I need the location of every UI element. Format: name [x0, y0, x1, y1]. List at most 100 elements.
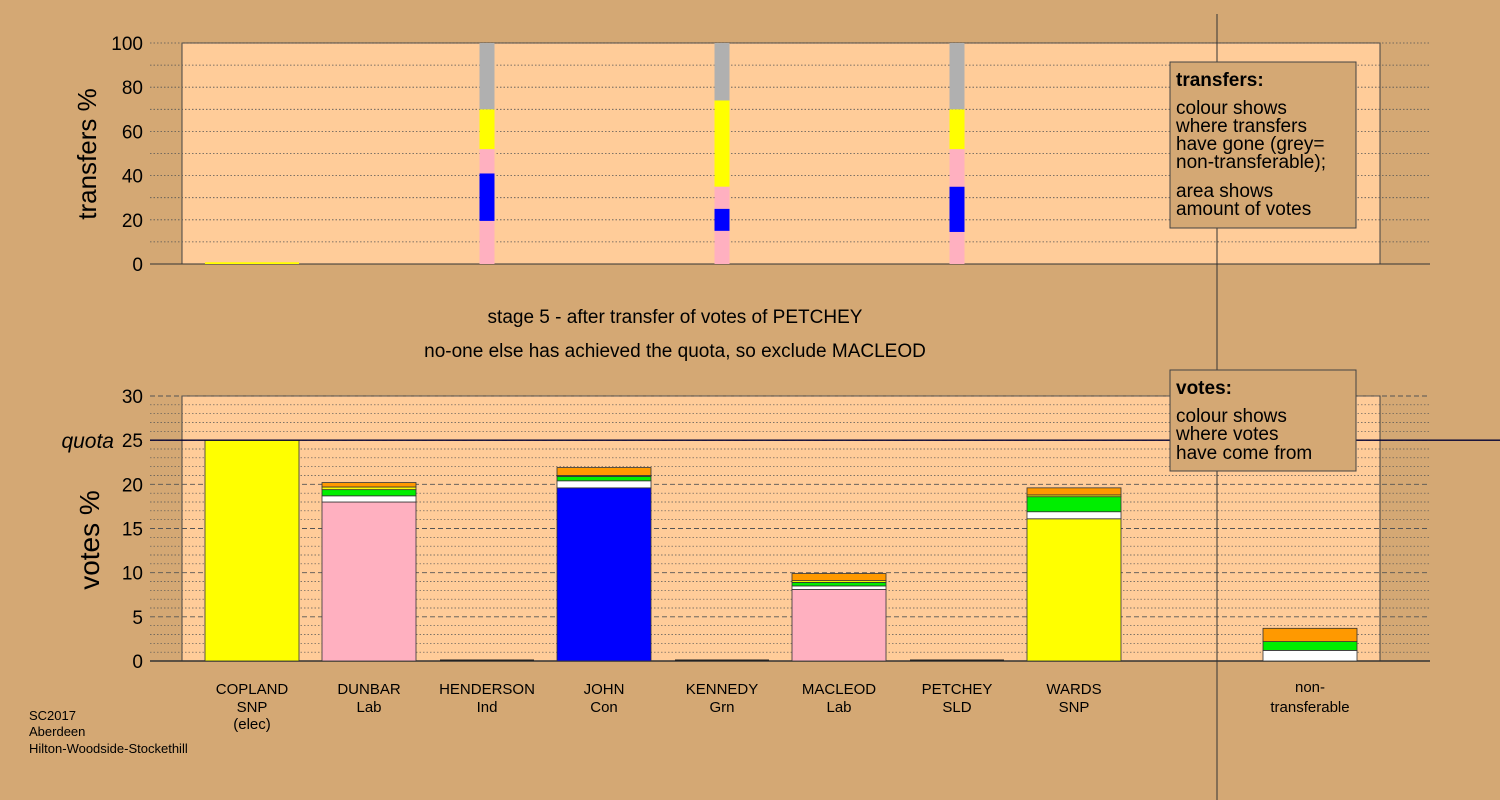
- vote-segment: [791, 573, 887, 582]
- candidate-note: (elec): [233, 716, 271, 733]
- transfers-tick-label: 0: [132, 255, 143, 276]
- vote-segment: [321, 501, 417, 662]
- transfers-legend-line: area shows: [1176, 181, 1273, 202]
- transfer-segment: [479, 149, 495, 174]
- quota-label: quota: [61, 430, 114, 453]
- candidate-party: Con: [590, 699, 618, 716]
- vote-segment: [791, 581, 887, 587]
- transfer-segment: [714, 230, 730, 264]
- candidate-labels: COPLAND SNP (elec) DUNBAR Lab HENDERSON …: [216, 679, 1350, 733]
- vote-bar-empty: [440, 659, 534, 661]
- vote-segment: [1026, 496, 1122, 513]
- transfer-segment: [949, 231, 965, 264]
- votes-y-axis-label: votes %: [74, 490, 105, 590]
- transfers-legend-line: have gone (grey=: [1176, 134, 1324, 155]
- candidate-name: DUNBAR: [337, 681, 401, 698]
- votes-legend-line: have come from: [1176, 443, 1312, 464]
- vote-segment: [1262, 650, 1358, 662]
- votes-tick-label: 30: [122, 387, 143, 408]
- votes-tick-label: 25: [122, 431, 143, 452]
- stage-title: stage 5 - after transfer of votes of PET…: [488, 307, 863, 328]
- transfer-segment: [479, 109, 495, 150]
- votes-y-ticks: 0 5 10 15 20 25 30: [122, 387, 143, 673]
- votes-legend-box: [1169, 369, 1357, 472]
- transfers-legend-line: where transfers: [1175, 116, 1307, 137]
- transfers-tick-label: 80: [122, 78, 143, 99]
- footer-line: Aberdeen: [29, 724, 85, 739]
- transfers-legend-line: colour shows: [1176, 98, 1287, 119]
- candidate-party: SNP: [1059, 699, 1090, 716]
- candidate-name: PETCHEY: [922, 681, 993, 698]
- transfers-legend-box: [1169, 61, 1357, 229]
- votes-tick-label: 15: [122, 520, 143, 541]
- votes-legend-line: where votes: [1175, 424, 1278, 445]
- candidate-party: Lab: [826, 699, 851, 716]
- candidate-name: HENDERSON: [439, 681, 535, 698]
- transfer-segment: [949, 186, 965, 232]
- transfer-segment: [479, 220, 495, 264]
- votes-tick-label: 5: [132, 608, 143, 629]
- transfers-y-axis-label: transfers %: [72, 88, 102, 220]
- vote-segment: [791, 585, 887, 590]
- votes-legend: votes: colour shows where votes have com…: [1169, 369, 1357, 472]
- transfer-segment: [949, 109, 965, 150]
- vote-segment: [556, 467, 652, 476]
- votes-tick-label: 10: [122, 564, 143, 585]
- transfers-bars: [205, 43, 965, 264]
- footer-line: Hilton-Woodside-Stockethill: [29, 741, 188, 756]
- candidate-name: WARDS: [1046, 681, 1101, 698]
- vote-segment: [1262, 627, 1358, 642]
- transfer-segment: [949, 43, 965, 110]
- vote-bar-empty: [910, 659, 1004, 661]
- transfers-y-ticks: 0 20 40 60 80 100: [111, 34, 143, 276]
- votes-tick-label: 0: [132, 652, 143, 673]
- transfers-legend: transfers: colour shows where transfers …: [1169, 61, 1357, 229]
- candidate-party: Grn: [709, 699, 734, 716]
- vote-segment: [204, 439, 300, 662]
- vote-segment: [321, 495, 417, 503]
- vote-segment: [556, 487, 652, 662]
- transfer-segment: [949, 149, 965, 187]
- votes-tick-label: 20: [122, 475, 143, 496]
- transfer-segment: [479, 43, 495, 110]
- transfer-segment: [714, 208, 730, 231]
- nontransferable-label: non-: [1295, 679, 1325, 696]
- vote-segment: [791, 589, 887, 662]
- vote-segment: [321, 489, 417, 497]
- vote-segment: [1026, 511, 1122, 520]
- transfer-segment: [479, 173, 495, 221]
- votes-legend-line: colour shows: [1176, 406, 1287, 427]
- vote-bar-empty: [675, 659, 769, 661]
- candidate-party: Lab: [356, 699, 381, 716]
- transfers-tick-label: 20: [122, 211, 143, 232]
- transfers-tick-label: 40: [122, 167, 143, 188]
- transfers-legend-title: transfers:: [1176, 70, 1264, 91]
- transfers-tick-label: 60: [122, 122, 143, 143]
- candidate-party: SLD: [942, 699, 971, 716]
- candidate-name: KENNEDY: [686, 681, 759, 698]
- footer-line: SC2017: [29, 708, 76, 723]
- candidate-name: JOHN: [584, 681, 625, 698]
- vote-segment: [1026, 487, 1122, 496]
- transfers-legend-line: non-transferable);: [1176, 152, 1326, 173]
- transfer-segment: [714, 100, 730, 187]
- votes-bars: [204, 439, 1358, 662]
- transfer-segment: [205, 262, 299, 264]
- candidate-party: SNP: [237, 699, 268, 716]
- transfer-segment: [714, 43, 730, 101]
- candidate-party: Ind: [477, 699, 498, 716]
- transfer-segment: [714, 186, 730, 209]
- transfers-tick-label: 100: [111, 34, 143, 55]
- transfers-legend-line: amount of votes: [1176, 199, 1311, 220]
- vote-segment: [1026, 518, 1122, 662]
- candidate-name: MACLEOD: [802, 681, 876, 698]
- vote-segment: [556, 475, 652, 482]
- stage-description: no-one else has achieved the quota, so e…: [424, 341, 926, 362]
- candidate-name: COPLAND: [216, 681, 289, 698]
- vote-segment: [321, 482, 417, 488]
- votes-legend-title: votes:: [1176, 378, 1232, 399]
- vote-segment: [556, 480, 652, 489]
- nontransferable-label: transferable: [1270, 699, 1349, 716]
- footer-info: SC2017 Aberdeen Hilton-Woodside-Stocketh…: [29, 708, 188, 756]
